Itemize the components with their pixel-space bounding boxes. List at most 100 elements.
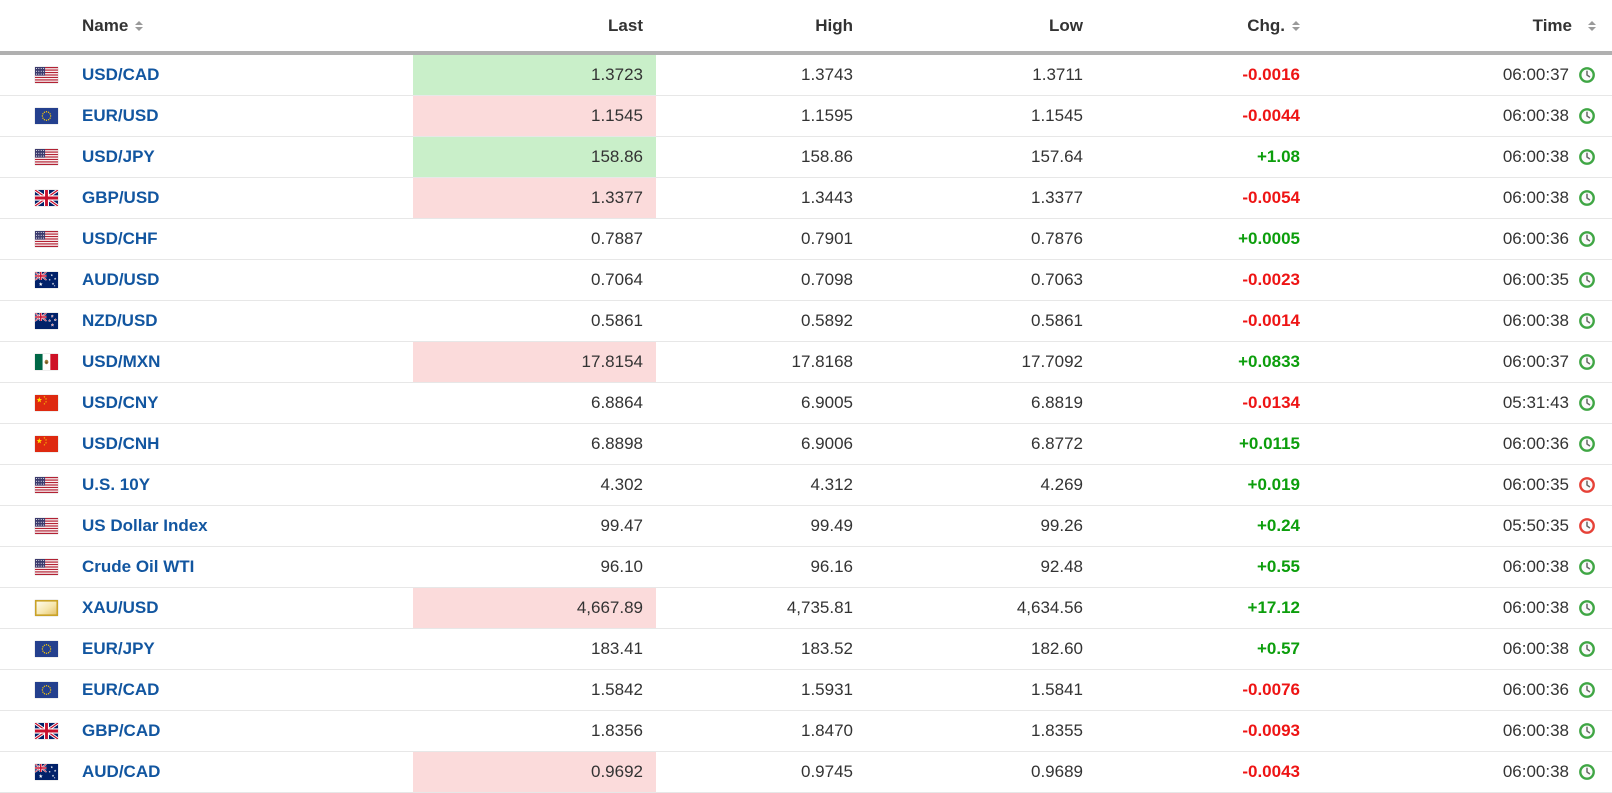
clock-green-icon bbox=[1578, 271, 1596, 289]
low-price-cell: 0.7876 bbox=[1031, 229, 1083, 248]
change-cell: -0.0054 bbox=[1242, 188, 1300, 207]
column-header-label: Name bbox=[82, 15, 129, 35]
time-cell: 06:00:36 bbox=[1310, 670, 1612, 710]
low-price-cell: 1.5841 bbox=[1031, 680, 1083, 699]
instrument-link[interactable]: EUR/JPY bbox=[82, 639, 155, 658]
eu-flag bbox=[35, 682, 58, 698]
clock-green-icon bbox=[1578, 353, 1596, 371]
clock-green-icon bbox=[1578, 148, 1596, 166]
clock-green-icon bbox=[1578, 558, 1596, 576]
low-price-cell: 6.8819 bbox=[1031, 393, 1083, 412]
column-header-chg[interactable]: Chg. bbox=[1094, 0, 1310, 51]
table-row: Crude Oil WTI 96.10 96.16 92.48 +0.55 06… bbox=[0, 547, 1612, 588]
low-price-cell: 92.48 bbox=[1040, 557, 1083, 576]
name-cell: EUR/JPY bbox=[0, 629, 413, 669]
change-cell: +0.0005 bbox=[1238, 229, 1300, 248]
clock-green-icon bbox=[1578, 394, 1596, 412]
clock-green-icon bbox=[1578, 312, 1596, 330]
time-cell: 06:00:36 bbox=[1310, 219, 1612, 259]
instrument-link[interactable]: NZD/USD bbox=[82, 311, 158, 330]
instrument-link[interactable]: EUR/CAD bbox=[82, 680, 160, 699]
instrument-link[interactable]: GBP/CAD bbox=[82, 721, 161, 740]
time-cell: 06:00:38 bbox=[1310, 96, 1612, 136]
gb-flag bbox=[35, 723, 58, 739]
instrument-link[interactable]: Crude Oil WTI bbox=[82, 557, 195, 576]
cn-flag bbox=[35, 395, 58, 411]
change-cell: -0.0076 bbox=[1242, 680, 1300, 699]
high-price-cell: 1.8470 bbox=[801, 721, 853, 740]
instrument-link[interactable]: USD/CNH bbox=[82, 434, 160, 453]
clock-red-icon bbox=[1578, 476, 1596, 494]
instrument-link[interactable]: AUD/CAD bbox=[82, 762, 161, 781]
clock-green-icon bbox=[1578, 681, 1596, 699]
last-price-cell: 1.1545 bbox=[413, 96, 656, 136]
change-cell: -0.0134 bbox=[1242, 393, 1300, 412]
last-price-cell: 6.8864 bbox=[591, 393, 643, 412]
instrument-link[interactable]: U.S. 10Y bbox=[82, 475, 151, 494]
column-header-low[interactable]: Low bbox=[866, 0, 1094, 51]
name-cell: GBP/CAD bbox=[0, 711, 413, 751]
low-price-cell: 6.8772 bbox=[1031, 434, 1083, 453]
instrument-link[interactable]: XAU/USD bbox=[82, 598, 159, 617]
high-price-cell: 158.86 bbox=[801, 147, 853, 166]
instrument-link[interactable]: GBP/USD bbox=[82, 188, 160, 207]
column-header-name[interactable]: Name bbox=[0, 0, 413, 51]
change-cell: -0.0043 bbox=[1242, 762, 1300, 781]
clock-green-icon bbox=[1578, 763, 1596, 781]
table-row: USD/CAD 1.3723 1.3743 1.3711 -0.0016 06:… bbox=[0, 55, 1612, 96]
last-price-cell: 1.3377 bbox=[413, 178, 656, 218]
low-price-cell: 99.26 bbox=[1040, 516, 1083, 535]
last-price-cell: 1.5842 bbox=[591, 680, 643, 699]
change-cell: -0.0014 bbox=[1242, 311, 1300, 330]
us-flag bbox=[35, 149, 58, 165]
table-row: XAU/USD 4,667.89 4,735.81 4,634.56 +17.1… bbox=[0, 588, 1612, 629]
time-cell: 06:00:38 bbox=[1310, 137, 1612, 177]
instrument-link[interactable]: USD/CNY bbox=[82, 393, 159, 412]
instrument-link[interactable]: USD/JPY bbox=[82, 147, 155, 166]
time-cell: 06:00:38 bbox=[1310, 178, 1612, 218]
mx-flag bbox=[35, 354, 58, 370]
name-cell: NZD/USD bbox=[0, 301, 413, 341]
change-cell: +0.55 bbox=[1256, 557, 1300, 576]
table-row: US Dollar Index 99.47 99.49 99.26 +0.24 … bbox=[0, 506, 1612, 547]
column-header-label: Low bbox=[1049, 15, 1083, 35]
column-header-last[interactable]: Last bbox=[413, 0, 656, 51]
name-cell: AUD/CAD bbox=[0, 752, 413, 792]
high-price-cell: 6.9005 bbox=[801, 393, 853, 412]
instrument-link[interactable]: USD/CAD bbox=[82, 65, 160, 84]
name-cell: USD/CNY bbox=[0, 383, 413, 423]
high-price-cell: 99.49 bbox=[810, 516, 853, 535]
instrument-link[interactable]: USD/CHF bbox=[82, 229, 158, 248]
time-cell: 06:00:36 bbox=[1310, 424, 1612, 464]
last-price-cell: 1.8356 bbox=[591, 721, 643, 740]
high-price-cell: 0.7098 bbox=[801, 270, 853, 289]
time-cell: 05:50:35 bbox=[1310, 506, 1612, 546]
us-flag bbox=[35, 231, 58, 247]
high-price-cell: 0.5892 bbox=[801, 311, 853, 330]
low-price-cell: 17.7092 bbox=[1021, 352, 1083, 371]
instrument-link[interactable]: EUR/USD bbox=[82, 106, 159, 125]
last-price-cell: 4.302 bbox=[600, 475, 643, 494]
name-cell: EUR/CAD bbox=[0, 670, 413, 710]
instrument-link[interactable]: USD/MXN bbox=[82, 352, 161, 371]
name-cell: US Dollar Index bbox=[0, 506, 413, 546]
sort-arrows-icon bbox=[1292, 20, 1300, 31]
gold-icon bbox=[35, 600, 58, 616]
instrument-link[interactable]: AUD/USD bbox=[82, 270, 160, 289]
eu-flag bbox=[35, 108, 58, 124]
last-price-cell: 0.5861 bbox=[591, 311, 643, 330]
column-header-high[interactable]: High bbox=[656, 0, 866, 51]
time-cell: 06:00:38 bbox=[1310, 752, 1612, 792]
change-cell: +0.0115 bbox=[1239, 434, 1300, 453]
column-header-time[interactable]: Time bbox=[1310, 0, 1612, 51]
change-cell: +0.57 bbox=[1256, 639, 1300, 658]
instrument-link[interactable]: US Dollar Index bbox=[82, 516, 208, 535]
nz-flag bbox=[35, 313, 58, 329]
last-price-cell: 4,667.89 bbox=[413, 588, 656, 628]
clock-green-icon bbox=[1578, 66, 1596, 84]
change-cell: -0.0093 bbox=[1242, 721, 1300, 740]
table-row: GBP/USD 1.3377 1.3443 1.3377 -0.0054 06:… bbox=[0, 178, 1612, 219]
high-price-cell: 4,735.81 bbox=[786, 598, 853, 617]
time-cell: 06:00:38 bbox=[1310, 629, 1612, 669]
table-row: U.S. 10Y 4.302 4.312 4.269 +0.019 06:00:… bbox=[0, 465, 1612, 506]
